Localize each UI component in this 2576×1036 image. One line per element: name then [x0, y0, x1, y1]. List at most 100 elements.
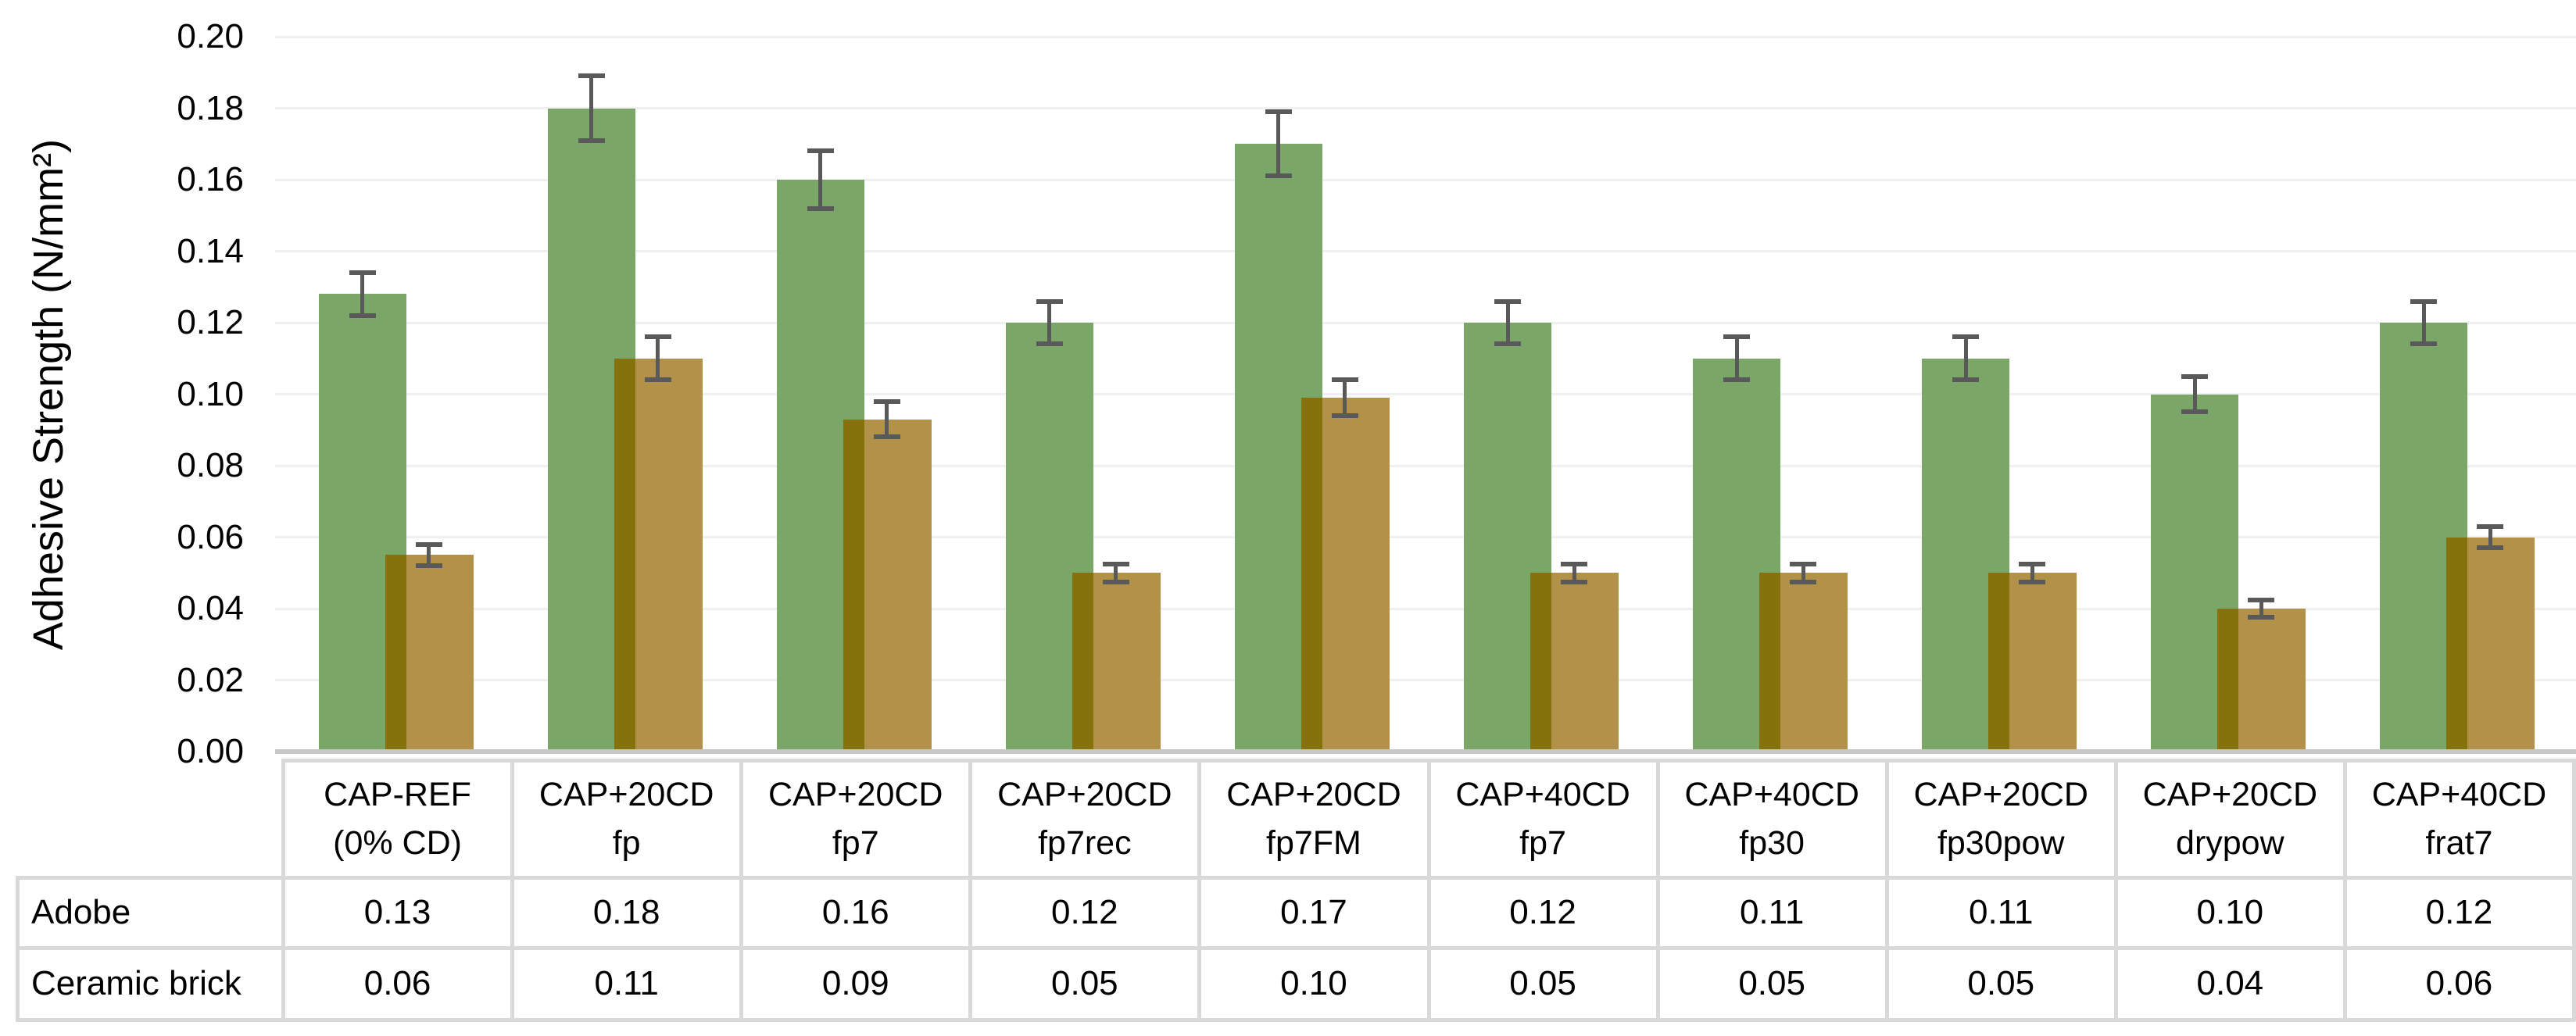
major-gridline [275, 107, 2576, 109]
table-value-cell: 0.11 [594, 964, 659, 1002]
adobe-error-bar-line [2192, 376, 2197, 413]
major-gridline [275, 321, 2576, 324]
ceramic-brick-bar [864, 419, 932, 752]
table-border [510, 759, 515, 1021]
adobe-error-bar-cap-bottom [2181, 409, 2209, 415]
ceramic-error-bar-cap-bottom [415, 563, 442, 569]
category-header-line: CAP+20CD [538, 776, 714, 813]
major-gridline [275, 607, 2576, 610]
ceramic-error-bar-cap-bottom [2019, 579, 2046, 584]
major-gridline [275, 250, 2576, 252]
category-header-line: fp7 [832, 824, 879, 862]
table-value-cell: 0.09 [821, 964, 889, 1002]
adobe-error-bar-cap-bottom [2410, 341, 2438, 347]
ceramic-brick-bar [2467, 537, 2535, 752]
bar-overlap-region [385, 555, 406, 752]
table-border [2113, 759, 2118, 1021]
y-tick-label: 0.14 [177, 231, 244, 270]
major-gridline [275, 178, 2576, 181]
ceramic-brick-bar [1780, 573, 1848, 752]
table-value-cell: 0.10 [1280, 964, 1347, 1002]
category-header-line: fp [612, 824, 641, 862]
category-header-cell: CAP+40CD fp7 [1429, 770, 1658, 867]
category-header-line: fp7FM [1266, 824, 1361, 862]
table-value-cell: 0.10 [2196, 893, 2264, 931]
major-gridline [275, 393, 2576, 395]
category-header-cell: CAP-REF (0% CD) [283, 770, 512, 867]
bar-overlap-region [843, 419, 864, 752]
category-header-cell: CAP+20CD fp7rec [970, 770, 1199, 867]
table-value-cell: 0.06 [2425, 964, 2493, 1002]
adobe-error-bar-line [818, 151, 823, 209]
y-tick-label: 0.08 [177, 446, 244, 484]
adobe-error-bar-cap-bottom [1265, 173, 1292, 179]
table-border [2572, 759, 2576, 1021]
major-gridline [275, 536, 2576, 538]
bar-overlap-region [1301, 398, 1322, 752]
category-header-line: CAP+40CD [2371, 776, 2547, 813]
y-tick-label: 0.00 [177, 732, 244, 770]
adobe-error-bar-cap-bottom [349, 313, 376, 318]
y-tick-label: 0.02 [177, 660, 244, 699]
category-header-cell: CAP+20CD fp [512, 770, 741, 867]
adobe-error-bar-line [1276, 112, 1281, 177]
series-row-label: Adobe [31, 893, 131, 931]
ceramic-brick-bar [635, 358, 703, 752]
category-header-line: CAP+20CD [1913, 776, 2088, 813]
category-header-line: fp7rec [1038, 824, 1132, 862]
table-border [16, 1018, 2575, 1022]
table-value-cell: 0.11 [1969, 893, 2034, 931]
adobe-error-bar-line [1505, 301, 1510, 345]
ceramic-brick-bar [2009, 573, 2077, 752]
table-border [2342, 759, 2347, 1021]
category-header-line: fp7 [1519, 824, 1566, 862]
y-tick-label: 0.20 [177, 17, 244, 55]
ceramic-brick-bar [2238, 609, 2306, 752]
table-value-cell: 0.16 [821, 893, 889, 931]
ceramic-error-bar-cap-bottom [1561, 579, 1588, 584]
ceramic-brick-bar [1551, 573, 1619, 752]
category-header-line: fp30pow [1937, 824, 2065, 862]
ceramic-error-bar-line [885, 401, 889, 438]
table-value-cell: 0.13 [363, 893, 431, 931]
table-value-cell: 0.12 [2425, 893, 2493, 931]
ceramic-error-bar-cap-bottom [1331, 413, 1358, 418]
category-header-cell: CAP+20CD fp30pow [1887, 770, 2116, 867]
ceramic-brick-bar [406, 555, 474, 752]
category-header-cell: CAP+20CD fp7FM [1199, 770, 1428, 867]
major-gridline [275, 679, 2576, 681]
bar-overlap-region [1759, 573, 1781, 752]
ceramic-error-bar-cap-bottom [1102, 579, 1129, 584]
table-border [16, 876, 2575, 880]
table-value-cell: 0.04 [2196, 964, 2264, 1002]
adobe-error-bar-cap-bottom [807, 205, 834, 211]
bar-overlap-region [1530, 573, 1552, 752]
major-gridline [275, 464, 2576, 467]
table-value-cell: 0.18 [592, 893, 660, 931]
table-border [1197, 759, 1202, 1021]
bar-overlap-region [2217, 609, 2239, 752]
category-header-line: drypow [2176, 824, 2284, 862]
table-value-cell: 0.12 [1509, 893, 1576, 931]
adobe-error-bar-line [2421, 301, 2426, 345]
y-tick-label: 0.18 [177, 88, 244, 127]
category-header-cell: CAP+40CD fp30 [1658, 770, 1887, 867]
table-value-cell: 0.05 [1738, 964, 1805, 1002]
table-border [281, 759, 2575, 763]
category-header-line: CAP-REF [324, 776, 471, 813]
category-header-line: CAP+20CD [768, 776, 943, 813]
ceramic-error-bar-cap-bottom [644, 377, 671, 383]
ceramic-error-bar-line [2488, 526, 2492, 548]
category-header-line: CAP+20CD [2142, 776, 2318, 813]
table-border [1655, 759, 1660, 1021]
table-value-cell: 0.06 [363, 964, 431, 1002]
ceramic-error-bar-cap-bottom [873, 434, 900, 440]
table-value-cell: 0.05 [1051, 964, 1118, 1002]
table-border [739, 759, 744, 1021]
adobe-error-bar-line [589, 76, 594, 141]
table-border [281, 759, 285, 1021]
ceramic-error-bar-cap-bottom [2477, 545, 2504, 551]
ceramic-error-bar-line [1114, 563, 1118, 582]
ceramic-error-bar-line [2259, 600, 2263, 617]
